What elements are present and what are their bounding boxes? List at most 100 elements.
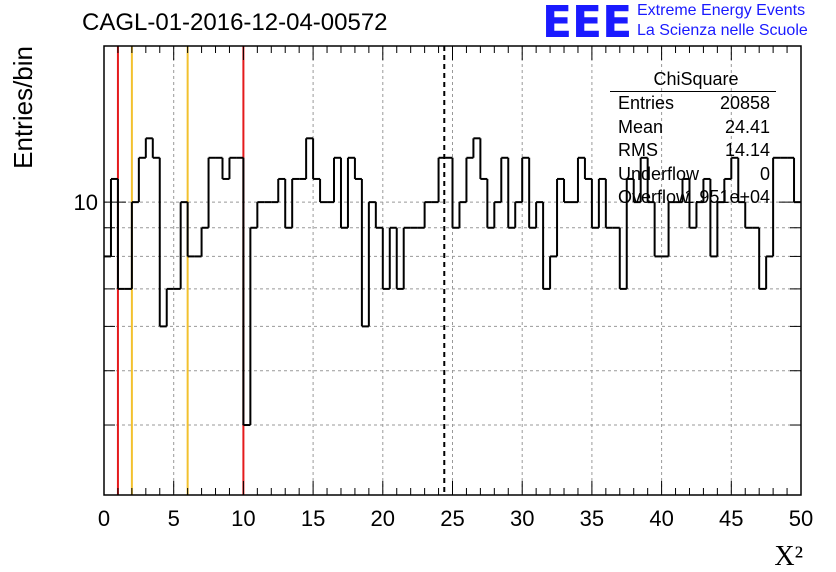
vertical-markers: [116, 46, 446, 495]
x-tick-label: 35: [580, 506, 604, 531]
histogram-bin: [109, 177, 118, 257]
axis-ticks: [103, 46, 802, 496]
x-tick-label: 25: [440, 506, 464, 531]
y-tick-label: 10: [74, 190, 98, 215]
histogram-bin: [165, 287, 174, 327]
histogram-bin: [381, 227, 390, 290]
histogram-bin: [695, 201, 704, 228]
histogram-bin: [228, 156, 237, 179]
histogram-bin: [604, 178, 613, 229]
histogram-series: [104, 137, 801, 427]
histogram-bin: [583, 157, 592, 180]
stats-key: RMS: [618, 140, 658, 160]
histogram-bin: [716, 201, 725, 257]
histogram-bin: [730, 156, 739, 179]
stats-key: Overflow: [618, 187, 690, 207]
histogram-bin: [186, 202, 195, 258]
histogram-bin: [765, 255, 774, 289]
histogram-bin: [681, 177, 690, 203]
stats-row-rms: RMS 14.14: [610, 139, 776, 163]
stats-key: Mean: [618, 116, 664, 137]
stats-row-overflow: Overflow 1.951e+04: [610, 186, 776, 210]
histogram-bin: [758, 227, 767, 290]
histogram-bin: [793, 157, 801, 204]
stats-box: ChiSquare Entries 20858 Mean 24.41 RMS 1…: [610, 67, 776, 210]
histogram-bin: [312, 138, 321, 180]
x-tick-label: 5: [168, 506, 180, 531]
axis-tick-labels: 0 5 10 15 20 25 30 35 40 45 50 10: [74, 190, 814, 531]
histogram-bin: [284, 178, 293, 229]
histogram-bin: [277, 177, 286, 203]
histogram-bin: [339, 157, 348, 229]
stats-key: Underflow: [618, 163, 700, 184]
histogram-bin: [507, 157, 516, 229]
histogram-bin: [151, 138, 160, 159]
histogram-bin: [451, 157, 460, 229]
stats-value: 24.41: [724, 116, 770, 137]
run-title: CAGL-01-2016-12-04-00572: [82, 9, 388, 36]
x-axis-label: X²: [774, 541, 803, 572]
y-axis-label: Entries/bin: [8, 46, 38, 169]
histogram-bin: [137, 156, 146, 203]
stats-value: 1.951e+04: [684, 187, 770, 207]
histogram-bin: [667, 201, 676, 257]
histogram-bin: [625, 177, 634, 289]
histogram-bin: [221, 157, 230, 180]
histogram-bin: [291, 177, 300, 228]
histogram-bin: [388, 226, 397, 289]
x-tick-label: 15: [301, 506, 325, 531]
stats-value: 14.14: [724, 140, 770, 160]
histogram-bin: [116, 178, 125, 290]
histogram-bin: [542, 202, 551, 290]
histogram-bin: [639, 156, 648, 203]
histogram-bin: [549, 255, 558, 289]
histogram-bin: [242, 157, 251, 427]
histogram-bin: [179, 201, 188, 289]
histogram-bin: [688, 178, 697, 229]
histogram-bin: [333, 156, 341, 203]
histogram-bin: [653, 202, 662, 258]
histogram-bin: [618, 227, 627, 290]
histogram-bin: [402, 226, 411, 289]
histogram-bin: [556, 177, 565, 257]
stats-row-mean: Mean 24.41: [610, 116, 776, 140]
histogram-bin: [144, 137, 153, 158]
histogram-bin: [207, 156, 216, 228]
histogram-bin: [563, 178, 571, 204]
histogram-bin: [360, 178, 369, 328]
histogram-bin: [367, 201, 376, 327]
histogram-bin: [423, 201, 432, 228]
x-tick-label: 20: [371, 506, 395, 531]
stats-key: Entries: [618, 93, 675, 113]
x-tick-label: 40: [649, 506, 673, 531]
x-tick-label: 50: [789, 506, 813, 531]
x-tick-label: 30: [510, 506, 534, 531]
histogram-bin: [486, 178, 495, 229]
histogram-bin: [535, 201, 544, 228]
histogram-bin: [479, 138, 488, 180]
histogram-bin: [709, 178, 718, 258]
histogram-bin: [772, 156, 781, 257]
histogram-bin: [500, 156, 509, 203]
histogram-bin: [597, 177, 606, 228]
histogram-bin: [744, 202, 753, 229]
histogram-bin: [374, 202, 383, 229]
histogram-bin: [130, 201, 139, 289]
histogram-bin: [465, 156, 474, 203]
stats-value: 20858: [719, 93, 770, 113]
histogram-bin: [346, 156, 355, 228]
histogram-bin: [158, 157, 167, 328]
stats-value: 0: [759, 163, 770, 184]
histogram-bin: [521, 156, 530, 203]
histogram-bin: [576, 156, 585, 203]
x-tick-label: 0: [98, 506, 110, 531]
histogram-bin: [723, 177, 732, 203]
stats-title: ChiSquare: [610, 67, 776, 92]
histogram-bin: [256, 201, 265, 228]
eee-logo: EEE: [542, 0, 633, 48]
histogram-bin: [437, 156, 446, 203]
histogram-bin: [632, 178, 641, 204]
histogram-bin: [472, 137, 481, 158]
histogram-bin: [737, 157, 746, 204]
